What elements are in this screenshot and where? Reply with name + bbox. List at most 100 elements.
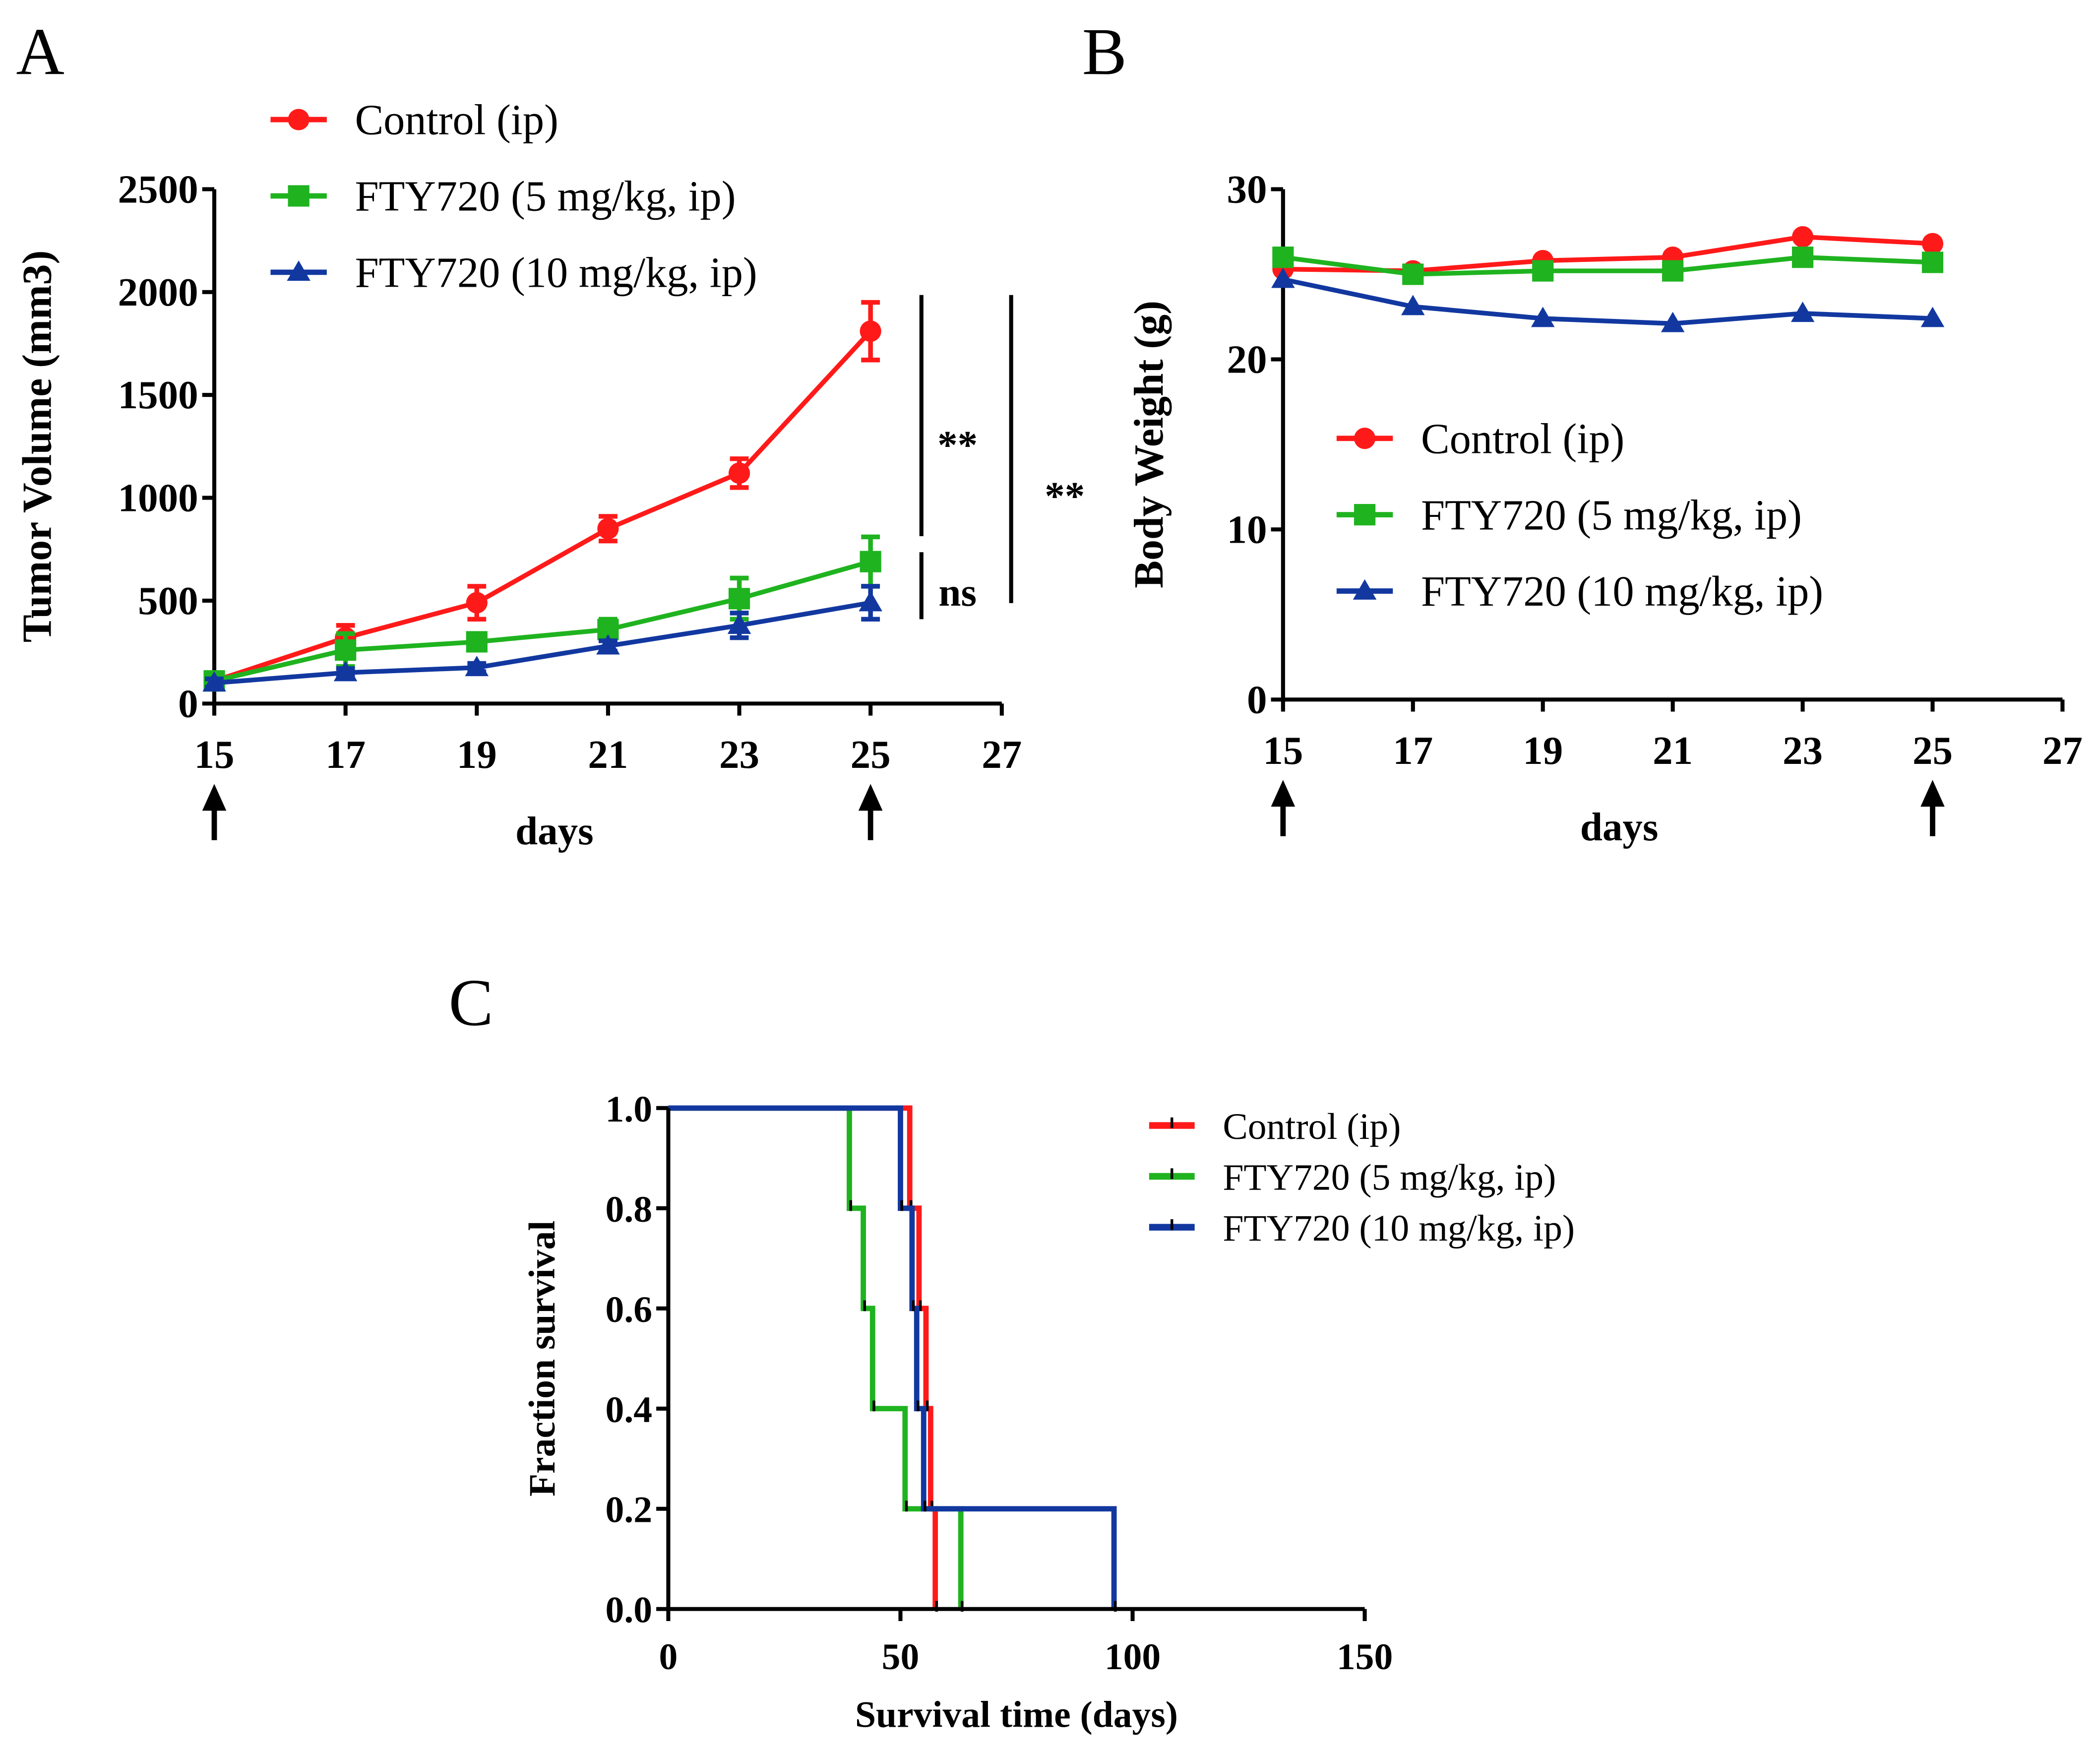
marker-triangle [465, 656, 489, 677]
marker-square [335, 639, 357, 661]
x-tick-label: 23 [1783, 728, 1823, 773]
x-tick-label: 15 [1263, 728, 1303, 773]
y-axis-label: Body Weight (g) [1126, 301, 1172, 588]
x-tick-label: 27 [2042, 728, 2083, 773]
x-tick-label: 19 [457, 732, 497, 777]
marker-square [1402, 263, 1424, 285]
panel-label-a: A [16, 15, 64, 89]
legend-label: FTY720 (5 mg/kg, ip) [1421, 491, 1802, 539]
marker-square [728, 588, 750, 610]
survival-series-fty10 [668, 1105, 1117, 1612]
series-fty10 [202, 584, 882, 692]
x-axis-label: Survival time (days) [855, 1694, 1178, 1735]
marker-circle [860, 320, 881, 342]
marker-square [466, 631, 488, 653]
series-line [213, 559, 871, 684]
y-tick-label: 2000 [118, 270, 198, 314]
panel-label-c: C [449, 966, 494, 1040]
marker-triangle [1401, 295, 1425, 315]
marker-circle [1921, 233, 1944, 254]
marker-triangle [287, 260, 310, 281]
legend-label: FTY720 (5 mg/kg, ip) [355, 173, 736, 220]
x-tick-label: 27 [982, 732, 1022, 777]
marker-triangle [1271, 267, 1295, 288]
marker-triangle [859, 591, 882, 612]
marker-triangle [596, 634, 620, 655]
x-tick-label: 150 [1337, 1636, 1393, 1678]
series-fty10 [1271, 267, 1945, 332]
series-line [214, 600, 871, 686]
y-tick-label: 20 [1227, 337, 1267, 381]
y-tick-label: 0.8 [606, 1189, 653, 1230]
y-axis-label: Tumor Volume (mm3) [14, 250, 61, 642]
survival-curve [668, 1105, 938, 1609]
marker-triangle [1531, 307, 1555, 327]
x-tick-label: 19 [1523, 728, 1563, 773]
legend-label: FTY720 (10 mg/kg, ip) [1223, 1208, 1575, 1249]
significance-label: ns [938, 570, 977, 615]
marker-circle [1791, 226, 1814, 248]
y-tick-label: 0.6 [606, 1289, 653, 1330]
x-tick-label: 23 [719, 732, 759, 777]
y-tick-label: 0 [1247, 677, 1267, 722]
treatment-arrow-icon [858, 784, 883, 811]
series-line [213, 329, 872, 684]
x-tick-label: 21 [588, 732, 628, 777]
marker-circle [466, 592, 488, 614]
series-fty5 [1272, 247, 1944, 285]
legend-label: FTY720 (5 mg/kg, ip) [1223, 1157, 1556, 1198]
marker-square [1662, 260, 1684, 282]
x-tick-label: 100 [1105, 1636, 1161, 1678]
marker-circle [288, 109, 309, 130]
y-tick-label: 0.2 [606, 1490, 653, 1531]
x-tick-label: 0 [659, 1636, 678, 1678]
significance-label: ** [937, 423, 978, 467]
y-tick-label: 1.0 [606, 1089, 653, 1130]
marker-triangle [727, 613, 751, 634]
marker-triangle [202, 671, 226, 692]
x-tick-label: 21 [1653, 728, 1693, 773]
treatment-arrow-icon [202, 784, 227, 811]
y-tick-label: 500 [138, 578, 198, 623]
series-line [1282, 277, 1933, 326]
series-control [1272, 226, 1944, 282]
legend-label: FTY720 (10 mg/kg, ip) [355, 249, 757, 297]
series-control [203, 300, 881, 692]
survival-curve [668, 1105, 1117, 1609]
series-line [1283, 234, 1933, 273]
marker-square [1532, 260, 1554, 282]
marker-triangle [1353, 579, 1377, 600]
marker-square [1272, 247, 1294, 268]
legend: Control (ip) FTY720 (5 mg/kg, ip) FTY720 (… [1149, 1106, 1575, 1249]
marker-triangle [1791, 302, 1815, 322]
panel-label-b: B [1082, 15, 1127, 89]
x-tick-label: 17 [325, 732, 366, 777]
legend-label: Control (ip) [1223, 1106, 1401, 1147]
panel-a-chart: 0 500 1000 1500 2000 2500 15 17 19 21 23 25 27 days Tu… [14, 96, 1085, 853]
marker-circle [728, 462, 750, 484]
x-axis-label: days [515, 809, 594, 853]
y-tick-label: 1000 [118, 476, 198, 520]
y-tick-label: 0.0 [606, 1590, 653, 1631]
legend-label: Control (ip) [355, 96, 558, 144]
marker-triangle [333, 661, 358, 682]
marker-square [288, 185, 309, 207]
series-line [1283, 254, 1933, 277]
legend-label: Control (ip) [1421, 415, 1624, 462]
x-tick-label: 50 [882, 1636, 920, 1678]
marker-square [1791, 247, 1814, 268]
legend: Control (ip) FTY720 (5 mg/kg, ip) FTY720 (… [1336, 415, 1823, 615]
y-tick-label: 0.4 [606, 1389, 653, 1431]
x-tick-label: 17 [1393, 728, 1433, 773]
y-axis-label: Fraction survival [522, 1221, 563, 1497]
panel-c-chart: 0.0 0.2 0.4 0.6 0.8 1.0 0 50 100 150 Survival time… [522, 1089, 1575, 1736]
y-tick-label: 0 [178, 681, 198, 726]
y-tick-label: 30 [1227, 167, 1267, 211]
y-tick-label: 1500 [118, 373, 198, 417]
treatment-arrow-icon [1920, 780, 1945, 807]
legend: Control (ip) FTY720 (5 mg/kg, ip) FTY720 (… [270, 96, 757, 297]
marker-square [1354, 504, 1376, 526]
marker-square [1921, 251, 1944, 273]
marker-triangle [1661, 312, 1685, 332]
